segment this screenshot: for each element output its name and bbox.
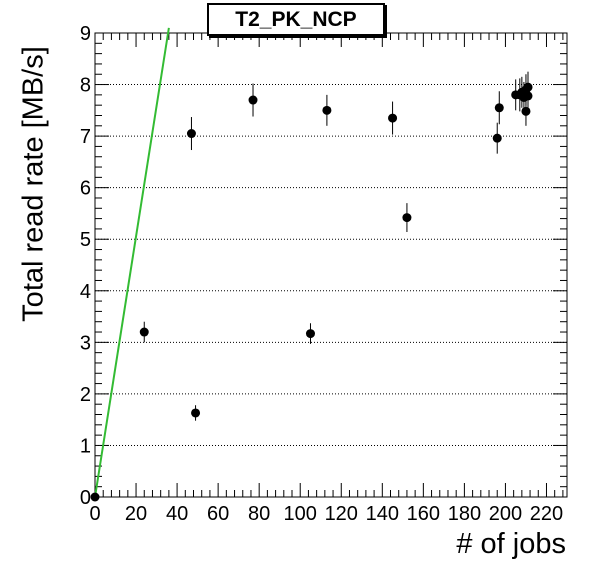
data-point (494, 103, 504, 113)
chart-title: T2_PK_NCP (207, 3, 385, 36)
data-point (248, 95, 258, 105)
data-point (492, 133, 502, 143)
y-tick-label: 4 (80, 281, 91, 303)
x-tick-label: 40 (166, 503, 188, 525)
y-tick-label: 6 (80, 178, 91, 200)
data-point (322, 105, 332, 115)
x-tick-label: 60 (207, 503, 229, 525)
x-axis-label: # of jobs (456, 528, 566, 560)
y-tick-label: 8 (80, 75, 91, 97)
x-tick-label: 0 (89, 503, 100, 525)
data-point (191, 408, 201, 418)
y-axis-label: Total read rate [MB/s] (17, 46, 50, 322)
data-point (521, 106, 531, 116)
data-point (388, 113, 398, 123)
x-tick-label: 220 (530, 503, 563, 525)
data-point (523, 82, 533, 92)
plot-frame (94, 32, 568, 498)
x-tick-label: 100 (284, 503, 317, 525)
data-point (305, 329, 315, 339)
y-tick-label: 1 (80, 435, 91, 457)
x-tick-label: 140 (366, 503, 399, 525)
reference-line (94, 27, 170, 498)
x-tick-label: 180 (448, 503, 481, 525)
y-tick-label: 3 (80, 332, 91, 354)
data-point (139, 327, 149, 337)
data-point (402, 213, 412, 223)
y-tick-label: 0 (80, 487, 91, 509)
data-point (90, 492, 100, 502)
x-tick-label: 80 (248, 503, 270, 525)
x-tick-label: 200 (489, 503, 522, 525)
y-tick-label: 7 (80, 126, 91, 148)
data-point (186, 129, 196, 139)
y-tick-label: 5 (80, 229, 91, 251)
y-tick-label: 9 (80, 23, 91, 45)
x-tick-label: 160 (407, 503, 440, 525)
x-tick-label: 120 (325, 503, 358, 525)
x-tick-label: 20 (125, 503, 147, 525)
y-tick-label: 2 (80, 384, 91, 406)
